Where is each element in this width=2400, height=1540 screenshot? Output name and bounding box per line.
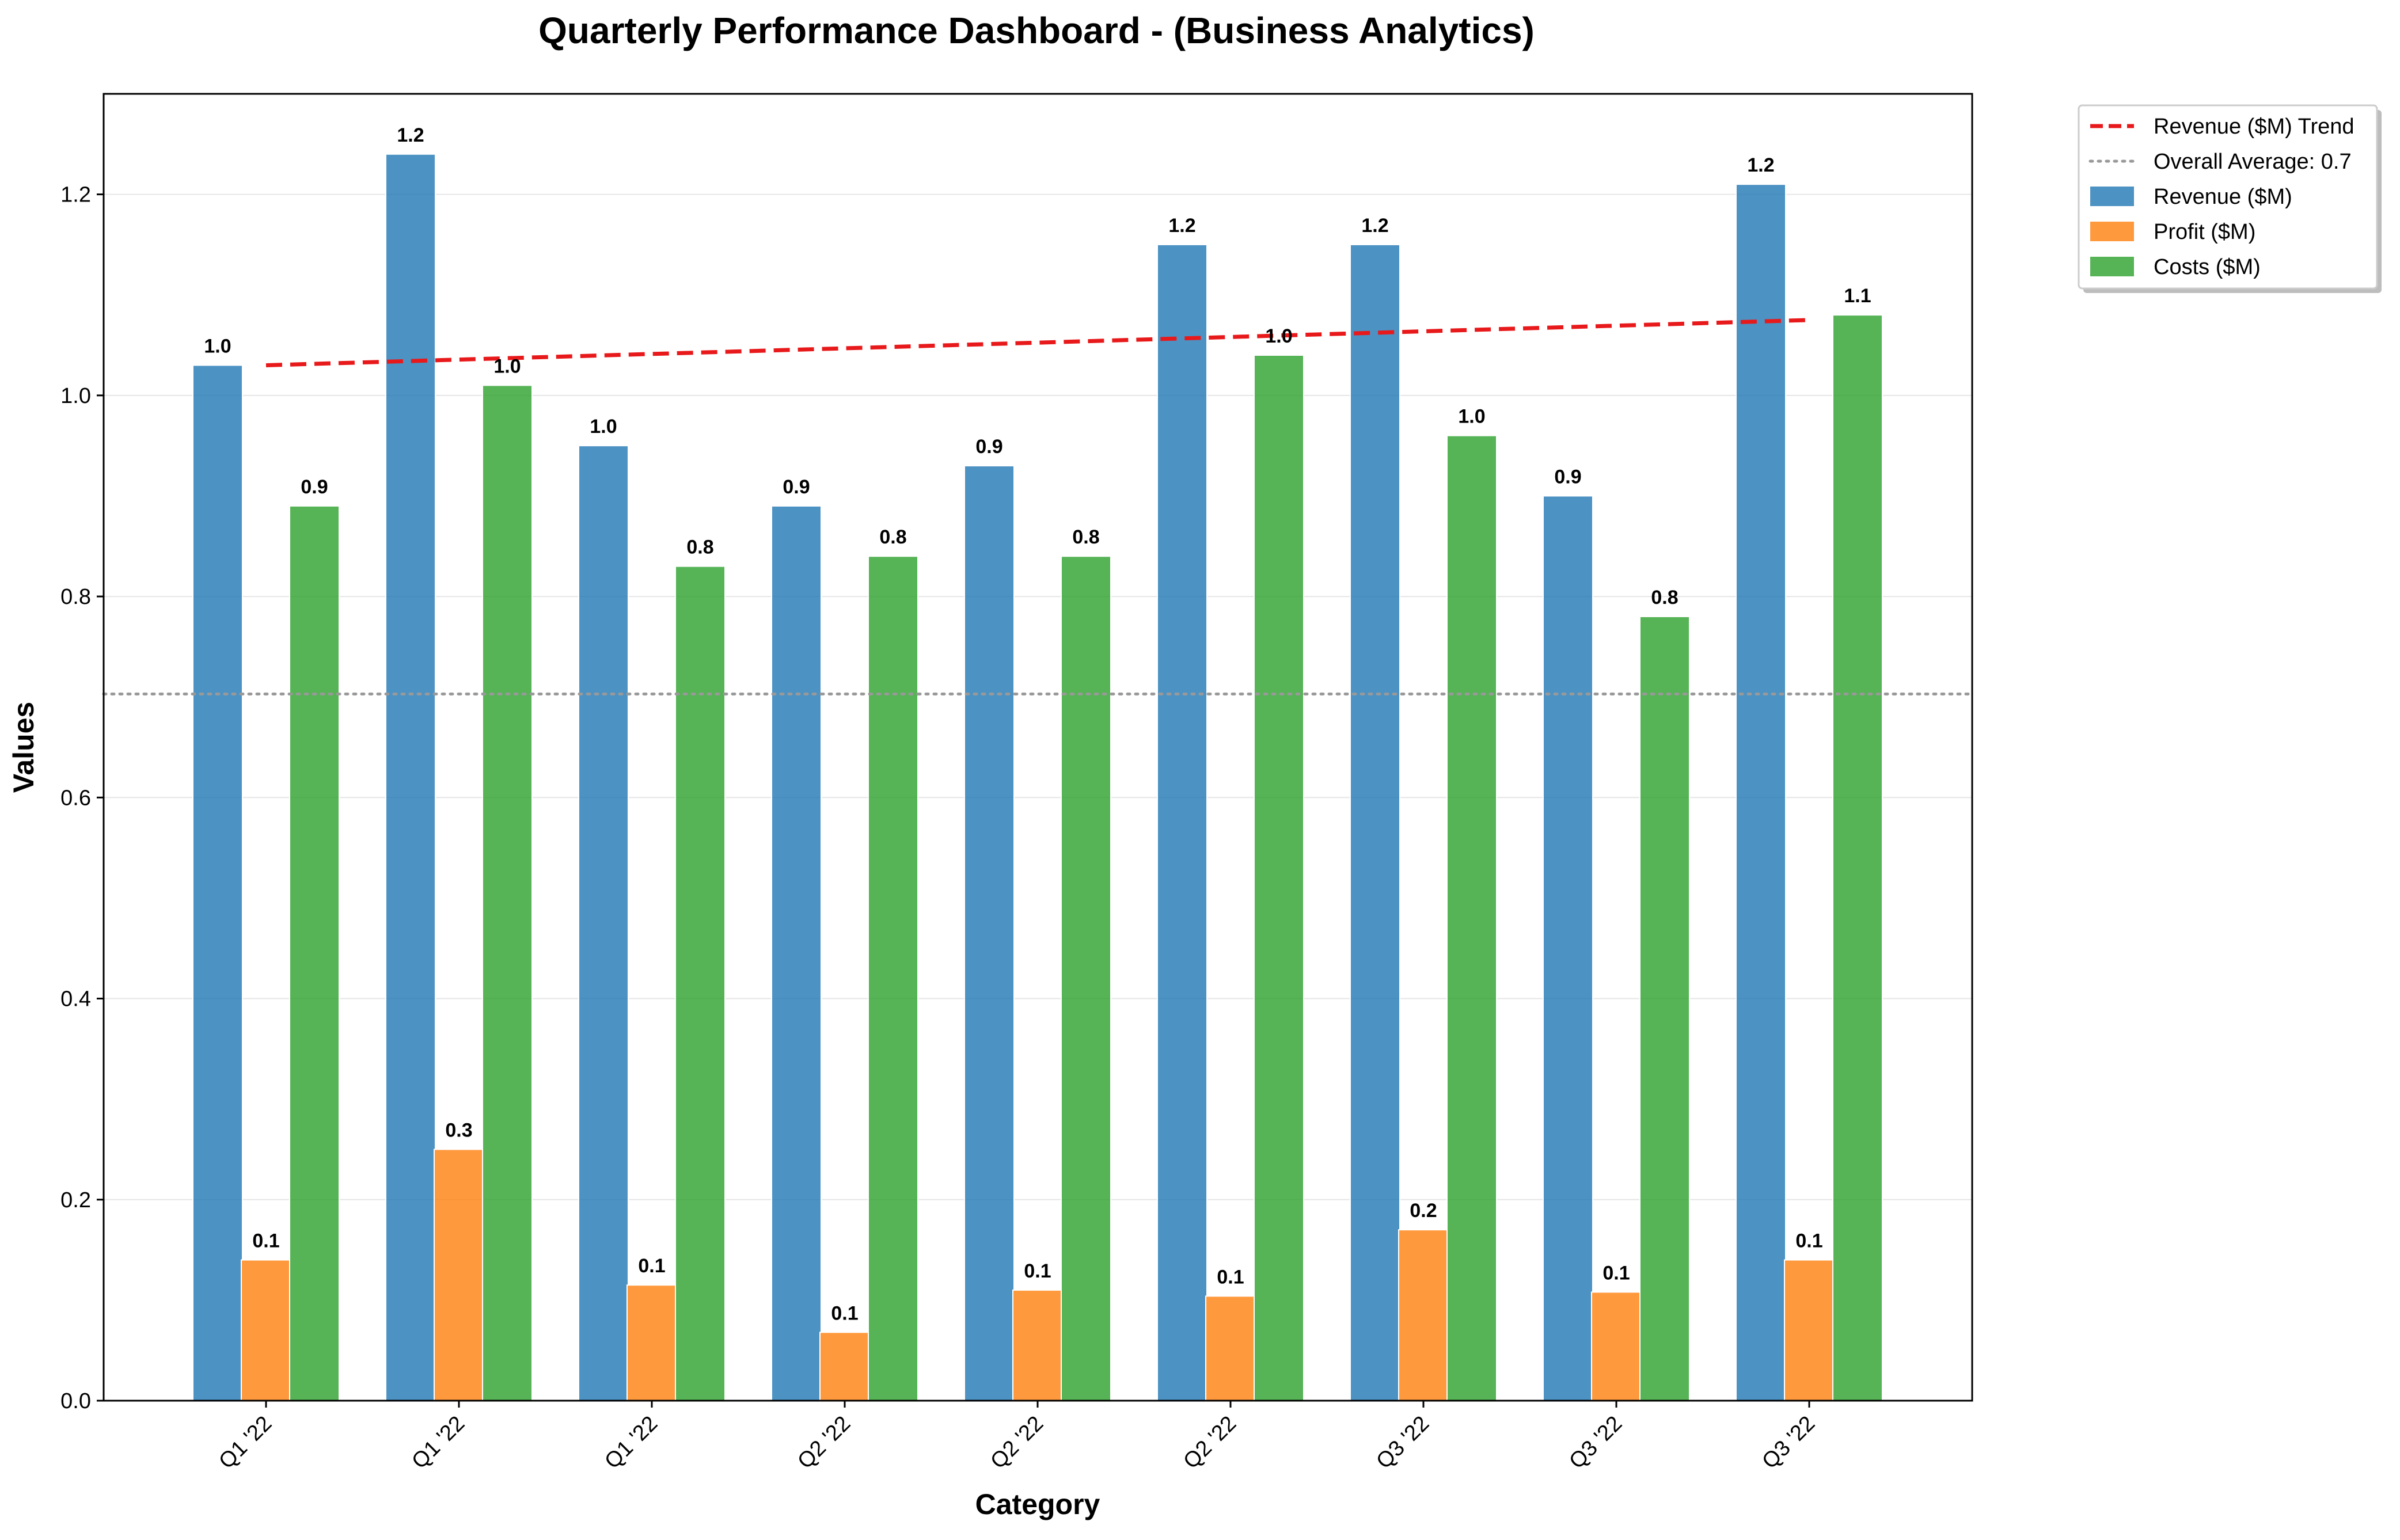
bar-value-label: 0.8 [1072, 526, 1099, 548]
bar [289, 505, 340, 1401]
bar-value-label: 0.8 [686, 537, 713, 558]
bar [1543, 495, 1593, 1401]
bar-value-label: 1.2 [397, 124, 424, 146]
y-tick-label: 0.8 [60, 585, 91, 609]
y-tick-label: 1.2 [60, 183, 91, 207]
legend-label: Revenue ($M) Trend [2154, 115, 2355, 139]
x-tick-label: Q2 '22 [1179, 1412, 1241, 1474]
legend-label: Profit ($M) [2154, 220, 2255, 244]
plot-frame [102, 93, 1973, 1402]
bar-value-label: 0.9 [975, 436, 1002, 458]
y-axis-label: Values [7, 702, 40, 793]
reference-lines [102, 318, 1974, 695]
bar-value-label: 1.0 [1458, 406, 1485, 428]
x-axis-label: Category [975, 1488, 1100, 1520]
legend-label: Revenue ($M) [2154, 185, 2292, 209]
y-tick-label: 0.6 [60, 786, 91, 810]
bar-value-label: 1.0 [493, 355, 521, 377]
bar [1832, 314, 1883, 1402]
bar [1205, 1295, 1256, 1401]
bar [675, 565, 726, 1402]
bar [1254, 355, 1304, 1401]
y-tick-label: 1.0 [60, 384, 91, 408]
data-labels: 1.0 1.2 1.0 0.9 0.9 1.2 1.2 0.9 1.2 0.1 0.3 0.1 0.1 0… [204, 124, 1871, 1324]
x-tick-label: Q3 '22 [1757, 1412, 1820, 1474]
bar [819, 1332, 870, 1401]
bar-value-label: 0.8 [1651, 587, 1678, 609]
bar [1736, 184, 1786, 1402]
bar-value-label: 0.9 [301, 476, 328, 498]
bar [1639, 616, 1690, 1401]
bar-value-label: 1.2 [1361, 215, 1388, 237]
bar [1398, 1229, 1449, 1401]
bar [385, 153, 436, 1401]
bar-value-label: 1.2 [1168, 215, 1195, 237]
bar [241, 1259, 291, 1402]
bar [1157, 244, 1207, 1401]
bar [868, 556, 918, 1402]
x-tick-label: Q2 '22 [986, 1412, 1048, 1474]
bar [1061, 556, 1111, 1402]
bar-value-label: 0.9 [783, 476, 810, 498]
bars [192, 153, 1883, 1402]
legend-swatch [2090, 222, 2134, 241]
bar-value-label: 0.1 [1024, 1260, 1051, 1282]
bar-value-label: 1.0 [1265, 325, 1292, 347]
bar-value-label: 1.1 [1844, 285, 1871, 307]
bar [1350, 244, 1400, 1401]
bar [1446, 435, 1497, 1402]
bar [964, 465, 1015, 1401]
bar [578, 445, 629, 1402]
bar-value-label: 0.1 [638, 1255, 665, 1277]
bar [434, 1149, 484, 1401]
legend: Revenue ($M) Trend Overall Average: 0.7 Re… [2078, 104, 2382, 293]
x-tick-label: Q1 '22 [214, 1412, 276, 1474]
y-tick-label: 0.0 [60, 1389, 91, 1413]
legend-label: Costs ($M) [2154, 255, 2261, 279]
x-tick-label: Q1 '22 [600, 1412, 662, 1474]
bar-value-label: 0.1 [252, 1230, 279, 1252]
y-tick-label: 0.4 [60, 987, 91, 1012]
bar [626, 1284, 677, 1402]
bar-value-label: 0.8 [879, 526, 906, 548]
bar-value-label: 0.9 [1554, 466, 1581, 488]
bar [1591, 1291, 1642, 1401]
x-tick-label: Q3 '22 [1372, 1412, 1434, 1474]
x-tick-label: Q1 '22 [407, 1412, 469, 1474]
bar [1784, 1259, 1835, 1402]
bar-value-label: 1.2 [1747, 154, 1774, 176]
bar-value-label: 0.1 [831, 1302, 858, 1324]
bar [192, 364, 243, 1401]
y-tick-label: 0.2 [60, 1188, 91, 1212]
bar [1012, 1289, 1063, 1402]
grid-lines [104, 193, 1972, 1401]
legend-swatch [2090, 187, 2134, 206]
bar-value-label: 0.1 [1217, 1266, 1244, 1288]
bar-value-label: 0.3 [445, 1119, 472, 1141]
bar-value-label: 0.1 [1602, 1262, 1630, 1284]
bar-value-label: 0.2 [1410, 1200, 1437, 1222]
chart-title: Quarterly Performance Dashboard - (Busin… [538, 10, 1535, 51]
trend-line [265, 318, 1810, 367]
bar-value-label: 1.0 [590, 416, 617, 438]
bar-value-label: 1.0 [204, 335, 231, 357]
x-tick-label: Q3 '22 [1564, 1412, 1627, 1474]
x-tick-label: Q2 '22 [793, 1412, 855, 1474]
legend-box [2078, 104, 2378, 290]
bar [482, 385, 533, 1401]
legend-label: Overall Average: 0.7 [2154, 150, 2352, 174]
legend-swatch [2090, 257, 2134, 276]
bar-value-label: 0.1 [1795, 1230, 1822, 1252]
bar [771, 505, 822, 1401]
